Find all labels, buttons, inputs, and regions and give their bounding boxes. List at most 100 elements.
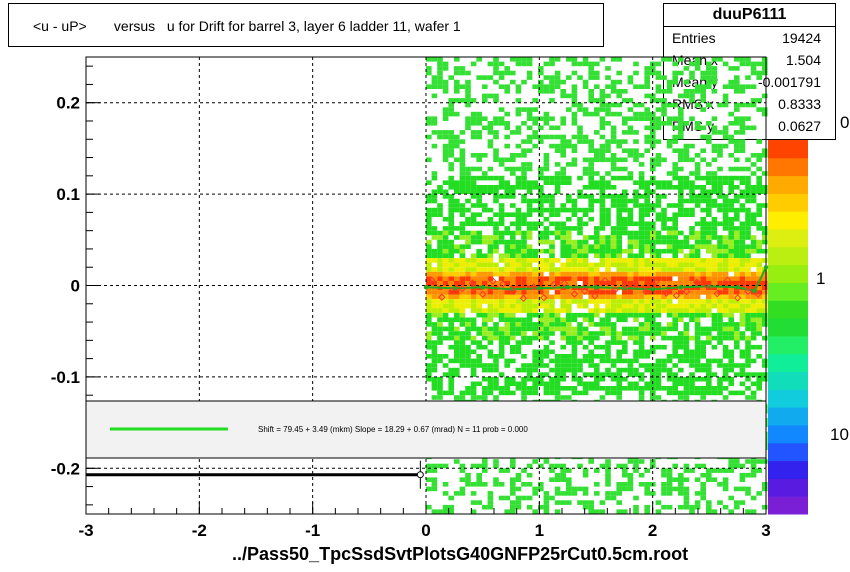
- heatmap-cell: [655, 253, 662, 259]
- heatmap-cell: [661, 344, 667, 350]
- heatmap-cell: [582, 450, 589, 455]
- heatmap-cell: [437, 203, 443, 208]
- profile-point: [593, 285, 599, 290]
- heatmap-cell: [504, 271, 510, 277]
- heatmap-cell: [756, 399, 762, 405]
- heatmap-cell: [426, 248, 432, 254]
- heatmap-cell: [498, 221, 505, 227]
- heatmap-cell: [694, 335, 701, 341]
- heatmap-cell: [706, 203, 712, 208]
- heatmap-cell: [750, 312, 757, 318]
- heatmap-cell: [571, 290, 578, 295]
- heatmap-cell: [560, 331, 566, 336]
- heatmap-cell: [521, 262, 527, 268]
- heatmap-cell: [689, 390, 695, 396]
- heatmap-cell: [644, 367, 650, 373]
- heatmap-cell: [661, 358, 667, 364]
- heatmap-cell: [638, 102, 645, 108]
- heatmap-cell: [722, 235, 729, 240]
- heatmap-cell: [599, 280, 606, 286]
- heatmap-cell: [577, 248, 583, 254]
- heatmap-cell: [431, 75, 438, 80]
- heatmap-cell: [588, 198, 594, 204]
- heatmap-cell: [594, 180, 600, 185]
- heatmap-cell: [526, 162, 533, 167]
- heatmap-cell: [465, 244, 471, 249]
- heatmap-cell: [521, 445, 527, 450]
- heatmap-cell: [605, 354, 611, 359]
- heatmap-cell: [694, 198, 701, 204]
- heatmap-cell: [437, 463, 443, 469]
- heatmap-cell: [437, 258, 443, 263]
- heatmap-cell: [431, 427, 438, 432]
- heatmap-cell: [487, 303, 494, 309]
- heatmap-cell: [582, 381, 589, 387]
- heatmap-cell: [588, 203, 594, 208]
- heatmap-cell: [610, 235, 617, 240]
- heatmap-cell: [622, 317, 628, 323]
- heatmap-cell: [745, 486, 751, 492]
- heatmap-cell: [538, 349, 544, 355]
- heatmap-cell: [521, 290, 527, 295]
- heatmap-cell: [498, 386, 505, 391]
- heatmap-cell: [470, 212, 477, 217]
- heatmap-cell: [504, 262, 510, 268]
- heatmap-cell: [560, 436, 566, 441]
- heatmap-cell: [661, 326, 667, 332]
- heatmap-cell: [532, 198, 538, 204]
- heatmap-cell: [605, 212, 611, 217]
- heatmap-cell: [728, 235, 734, 240]
- heatmap-cell: [442, 180, 449, 185]
- heatmap-cell: [706, 477, 712, 482]
- heatmap-cell: [510, 303, 516, 309]
- heatmap-cell: [594, 308, 600, 313]
- heatmap-cell: [694, 285, 701, 291]
- heatmap-cell: [661, 367, 667, 373]
- heatmap-cell: [661, 276, 667, 281]
- heatmap-cell: [728, 440, 734, 446]
- heatmap-cell: [610, 386, 617, 391]
- heatmap-cell: [582, 445, 589, 450]
- heatmap-cell: [745, 303, 751, 309]
- heatmap-cell: [722, 203, 729, 208]
- heatmap-cell: [510, 486, 516, 492]
- heatmap-cell: [605, 239, 611, 245]
- heatmap-cell: [633, 70, 639, 76]
- heatmap-cell: [560, 230, 566, 236]
- heatmap-cell: [711, 468, 718, 473]
- heatmap-cell: [633, 386, 639, 391]
- heatmap-cell: [532, 303, 538, 309]
- heatmap-cell: [739, 271, 746, 277]
- heatmap-cell: [538, 358, 544, 364]
- heatmap-cell: [622, 349, 628, 355]
- heatmap-cell: [588, 139, 594, 144]
- heatmap-cell: [493, 363, 499, 368]
- heatmap-cell: [493, 312, 499, 318]
- heatmap-cell: [521, 482, 527, 487]
- heatmap-cell: [711, 317, 718, 323]
- heatmap-cell: [616, 139, 622, 144]
- heatmap-cell: [683, 285, 690, 291]
- heatmap-cell: [750, 422, 757, 428]
- heatmap-cell: [560, 280, 566, 286]
- heatmap-cell: [459, 162, 466, 167]
- heatmap-cell: [605, 139, 611, 144]
- heatmap-cell: [577, 226, 583, 231]
- heatmap-cell: [515, 185, 522, 190]
- heatmap-cell: [521, 386, 527, 391]
- heatmap-cell: [650, 253, 656, 259]
- heatmap-cell: [638, 235, 645, 240]
- heatmap-cell: [554, 221, 561, 227]
- heatmap-cell: [543, 504, 550, 510]
- x-tick-label: 1: [535, 521, 544, 540]
- heatmap-cell: [638, 207, 645, 213]
- heatmap-cell: [521, 294, 527, 300]
- heatmap-cell: [633, 153, 639, 158]
- heatmap-cell: [426, 70, 432, 76]
- heatmap-cell: [610, 79, 617, 85]
- heatmap-cell: [582, 372, 589, 377]
- heatmap-cell: [465, 482, 471, 487]
- heatmap-cell: [694, 436, 701, 441]
- heatmap-cell: [515, 381, 522, 387]
- heatmap-cell: [661, 303, 667, 309]
